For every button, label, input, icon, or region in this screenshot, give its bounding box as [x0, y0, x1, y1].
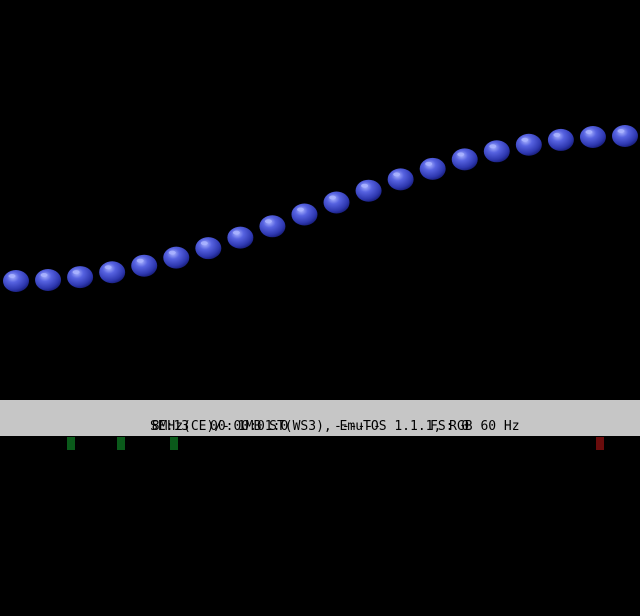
ball — [419, 157, 446, 180]
emulator-statusbar: 8MHz(CE)/- 1MB ST(WS3), EmuTOS 1.1.1, RG… — [0, 400, 640, 452]
ball — [515, 133, 542, 156]
status-dashes: ------ — [334, 419, 381, 434]
hard-disk-led — [170, 437, 179, 450]
ball — [612, 125, 638, 147]
ball — [387, 168, 414, 191]
sectors-readout: SE:13 — [150, 419, 190, 434]
ball — [355, 179, 382, 202]
ball — [451, 148, 478, 171]
ball — [579, 125, 606, 148]
ball-wave-demo — [3, 125, 638, 292]
machine-info: 8MHz(CE)/- 1MB ST(WS3), EmuTOS 1.1.1, RG… — [151, 419, 520, 434]
ball — [195, 237, 222, 260]
ball — [291, 203, 318, 226]
ball — [259, 215, 286, 238]
ball — [547, 128, 574, 151]
record-label: REC: — [622, 437, 640, 452]
emulated-screen — [3, 125, 638, 292]
ball — [227, 226, 254, 249]
ball — [99, 261, 126, 284]
ball — [67, 266, 94, 289]
ball — [131, 254, 158, 277]
ball — [483, 140, 510, 163]
ball — [323, 191, 350, 214]
ball — [3, 270, 29, 292]
ball — [163, 246, 190, 269]
ball — [35, 269, 62, 292]
frameskip-readout: FS: 0 — [430, 419, 470, 434]
hard-disk-label: HD: — [144, 437, 169, 452]
record-indicator: REC: — [576, 418, 640, 452]
timer-readout: 00:00:01:0 — [210, 419, 289, 434]
